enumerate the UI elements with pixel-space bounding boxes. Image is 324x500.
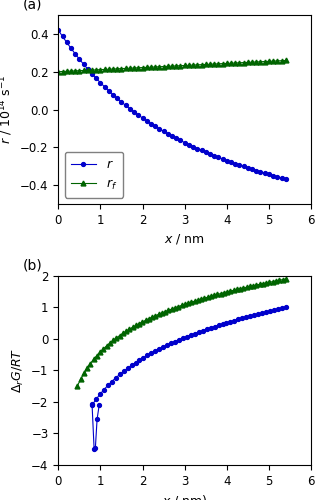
$r_f$ [111,66,115,72]
$r_f$ [56,68,60,74]
$r_f$ [280,58,284,64]
$r$ [259,169,262,175]
Legend: $r$, $r_f$: $r$, $r_f$ [64,152,123,198]
X-axis label: $x$ / nm: $x$ / nm [164,232,205,246]
Text: (a): (a) [23,0,42,11]
$r$ [56,27,60,33]
$r$ [284,176,288,182]
Y-axis label: $\Delta_r G/RT$: $\Delta_r G/RT$ [11,348,26,393]
$r$ [82,61,86,67]
$r_f$ [259,58,262,64]
$r_f$ [98,66,102,72]
$r_f$ [284,58,288,64]
$r_f$ [141,64,145,70]
Line: $r$: $r$ [56,28,288,181]
$r$ [98,80,102,86]
$r$ [111,92,115,98]
X-axis label: $x$ / nm): $x$ / nm) [162,494,208,500]
$r$ [280,175,284,181]
$r$ [141,115,145,121]
Text: (b): (b) [23,258,43,272]
Line: $r_f$: $r_f$ [56,58,288,74]
Y-axis label: $r$ / 10$^{14}$ s$^{-1}$: $r$ / 10$^{14}$ s$^{-1}$ [0,75,15,144]
$r_f$ [82,68,86,73]
